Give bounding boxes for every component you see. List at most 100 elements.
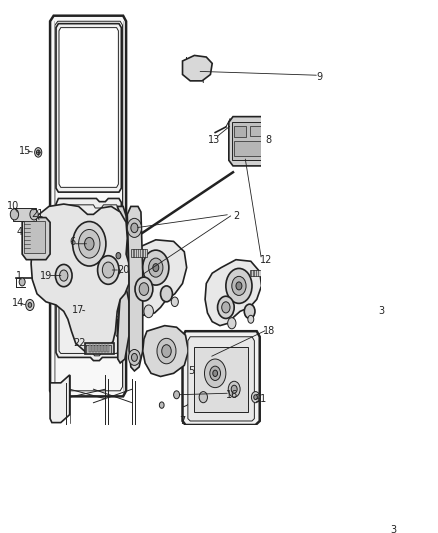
Circle shape <box>218 296 234 319</box>
Text: 19: 19 <box>40 271 52 280</box>
Circle shape <box>231 385 237 393</box>
Bar <box>107 345 109 352</box>
Bar <box>85 343 114 354</box>
Circle shape <box>128 350 140 365</box>
Circle shape <box>85 237 94 250</box>
Circle shape <box>135 277 153 301</box>
Polygon shape <box>188 337 254 421</box>
Bar <box>95 345 97 352</box>
Text: 1: 1 <box>16 271 22 280</box>
Polygon shape <box>183 55 212 81</box>
Circle shape <box>254 395 258 400</box>
Circle shape <box>228 381 240 397</box>
Polygon shape <box>50 15 126 397</box>
Text: 6: 6 <box>70 237 76 247</box>
Circle shape <box>173 391 180 399</box>
Text: 16: 16 <box>226 390 238 400</box>
Circle shape <box>56 264 72 287</box>
Circle shape <box>98 256 119 284</box>
Circle shape <box>265 125 270 132</box>
Circle shape <box>144 305 153 318</box>
Circle shape <box>162 345 171 358</box>
Circle shape <box>117 269 120 274</box>
Circle shape <box>127 219 141 237</box>
Polygon shape <box>117 206 129 363</box>
Polygon shape <box>59 28 118 188</box>
Polygon shape <box>56 23 121 192</box>
Text: 14: 14 <box>12 298 24 309</box>
Polygon shape <box>126 240 187 316</box>
Circle shape <box>28 303 32 308</box>
Bar <box>234 126 246 138</box>
Text: 17: 17 <box>72 305 85 315</box>
Circle shape <box>199 392 208 403</box>
Circle shape <box>236 282 242 290</box>
Bar <box>89 345 91 352</box>
Bar <box>131 249 148 257</box>
Circle shape <box>157 338 176 364</box>
Bar <box>86 345 111 353</box>
Text: 22: 22 <box>74 338 86 348</box>
Polygon shape <box>31 204 129 353</box>
Circle shape <box>161 286 173 302</box>
Polygon shape <box>22 217 50 260</box>
Circle shape <box>78 230 100 258</box>
Text: 4: 4 <box>16 227 22 237</box>
Bar <box>232 122 266 160</box>
Bar <box>92 345 94 352</box>
Bar <box>104 345 106 352</box>
Circle shape <box>26 300 34 311</box>
Circle shape <box>210 366 220 381</box>
Bar <box>250 126 264 136</box>
Text: 10: 10 <box>7 201 19 212</box>
Text: 8: 8 <box>265 135 272 146</box>
Circle shape <box>60 270 68 281</box>
Text: 9: 9 <box>316 72 322 82</box>
Text: 21: 21 <box>31 209 43 220</box>
Text: 20: 20 <box>117 265 129 275</box>
Circle shape <box>73 222 106 266</box>
Circle shape <box>35 148 42 157</box>
Circle shape <box>131 223 138 232</box>
Polygon shape <box>205 260 261 326</box>
Polygon shape <box>50 375 70 423</box>
Text: 11: 11 <box>255 394 268 403</box>
Text: 18: 18 <box>262 326 275 336</box>
Text: 7: 7 <box>180 416 186 426</box>
Text: 15: 15 <box>19 146 32 156</box>
Text: 2: 2 <box>233 211 239 221</box>
Text: 12: 12 <box>259 255 272 265</box>
Text: 13: 13 <box>208 135 220 146</box>
Circle shape <box>131 353 138 361</box>
Circle shape <box>30 209 38 220</box>
Text: 3: 3 <box>390 525 396 533</box>
Circle shape <box>228 318 236 329</box>
Circle shape <box>116 253 121 259</box>
Bar <box>24 221 46 253</box>
Polygon shape <box>183 331 260 425</box>
Circle shape <box>102 262 114 278</box>
Bar <box>98 345 100 352</box>
Circle shape <box>19 278 25 286</box>
Polygon shape <box>56 198 121 361</box>
Circle shape <box>248 316 254 323</box>
Circle shape <box>139 282 148 295</box>
Bar <box>250 270 261 276</box>
Circle shape <box>153 264 159 272</box>
Polygon shape <box>229 117 270 166</box>
Bar <box>101 345 103 352</box>
Circle shape <box>205 359 226 387</box>
Circle shape <box>226 269 252 303</box>
Circle shape <box>36 150 40 155</box>
Bar <box>194 347 248 412</box>
Circle shape <box>159 402 164 408</box>
Circle shape <box>244 304 255 319</box>
Circle shape <box>171 297 178 306</box>
Circle shape <box>213 370 218 376</box>
Bar <box>234 141 263 156</box>
Circle shape <box>143 250 169 285</box>
Circle shape <box>251 392 260 403</box>
Polygon shape <box>143 326 188 376</box>
Text: 5: 5 <box>188 366 194 376</box>
Circle shape <box>232 276 246 295</box>
